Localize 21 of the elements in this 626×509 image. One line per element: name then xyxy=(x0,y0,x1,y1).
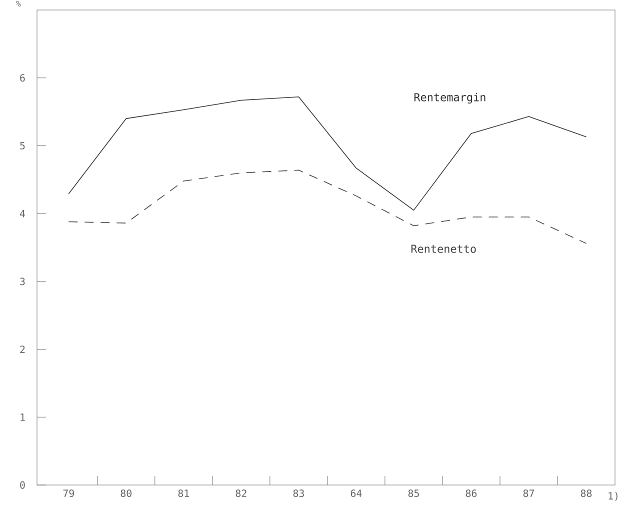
x-tick-label: 87 xyxy=(523,490,534,498)
y-tick-label: 0 xyxy=(20,481,25,489)
x-tick-label: 82 xyxy=(236,490,246,498)
line-series xyxy=(68,170,587,244)
x-tick-label: 83 xyxy=(293,490,304,498)
y-tick-label: 5 xyxy=(20,142,25,150)
x-tick-label: 79 xyxy=(63,490,74,498)
x-tick-label: 85 xyxy=(408,490,419,498)
x-tick-label: 86 xyxy=(466,490,477,498)
x-tick-label: 81 xyxy=(178,490,189,498)
y-tick-label: 2 xyxy=(20,346,25,353)
text: Rentemargin xyxy=(414,92,486,104)
y-tick-label: 6 xyxy=(20,74,25,82)
x-tick-label: 88 xyxy=(580,490,592,498)
y-tick-label: 4 xyxy=(20,210,26,218)
y-tick-label: 1 xyxy=(20,414,25,421)
x-tick-label: 80 xyxy=(120,490,132,498)
y-tick-label: 3 xyxy=(20,278,25,286)
x-tick-label: 64 xyxy=(350,490,362,498)
text: 1) xyxy=(608,492,618,501)
series-label: Rentenetto xyxy=(411,244,476,253)
